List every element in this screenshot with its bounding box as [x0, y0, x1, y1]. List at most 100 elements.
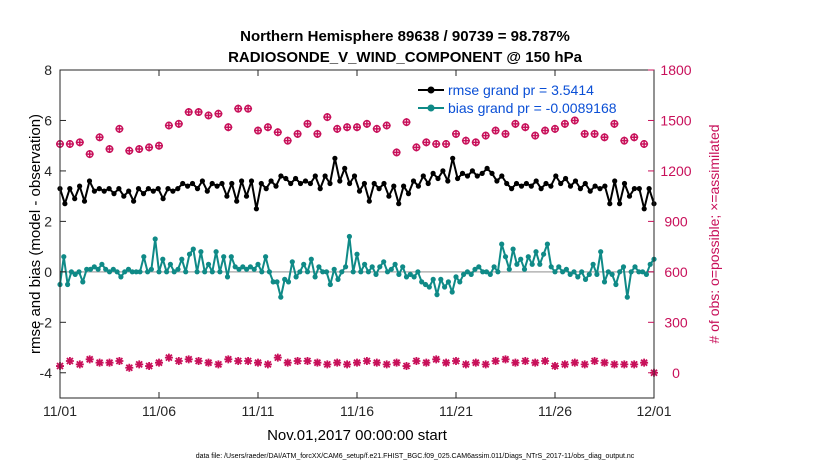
bias-point	[278, 294, 284, 300]
obs-possible-cross	[194, 108, 203, 117]
bias-point	[491, 264, 497, 270]
obs-assimilated-point	[392, 358, 401, 367]
obs-possible-point	[461, 136, 470, 145]
obs-possible-cross	[204, 111, 213, 120]
obs-assimilated-point	[580, 360, 589, 369]
bias-point	[335, 276, 341, 282]
bias-point	[480, 269, 486, 275]
obs-possible-cross	[452, 129, 460, 138]
bias-point	[186, 251, 193, 257]
rmse-point	[582, 180, 588, 187]
obs-possible-cross	[392, 148, 401, 157]
obs-possible-point	[254, 126, 262, 135]
bias-point	[316, 264, 322, 270]
obs-assimilated-point	[95, 358, 104, 367]
y-tick-label-right: 1800	[660, 62, 691, 78]
bias-point	[228, 254, 234, 260]
x-tick-label: 12/01	[636, 403, 671, 419]
chart-title-line1: Northern Hemisphere 89638 / 90739 = 98.7…	[240, 28, 570, 45]
obs-possible-point	[155, 141, 163, 150]
y-tick-label-right: 600	[664, 264, 688, 280]
rmse-point	[160, 196, 166, 202]
obs-possible-cross	[353, 123, 361, 132]
bias-point	[259, 269, 265, 275]
x-tick-label: 11/01	[43, 403, 77, 419]
rmse-point	[587, 188, 593, 194]
rmse-point	[592, 183, 598, 189]
bias-point	[377, 264, 383, 270]
rmse-point	[224, 193, 230, 199]
rmse-point	[469, 168, 475, 174]
obs-assimilated-point	[422, 358, 431, 367]
obs-possible-cross	[491, 126, 500, 135]
rmse-point	[528, 183, 534, 189]
legend-bias-label: bias grand pr = -0.0089168	[448, 100, 617, 116]
rmse-point	[607, 201, 613, 207]
rmse-point	[513, 180, 520, 187]
obs-assimilated-point	[293, 356, 302, 365]
obs-possible-cross	[234, 104, 243, 113]
bias-point	[609, 271, 615, 277]
bias-point	[61, 254, 67, 260]
chart-title-line2: RADIOSONDE_V_WIND_COMPONENT @ 150 hPa	[228, 49, 583, 66]
bias-point	[613, 281, 619, 288]
rmse-point	[631, 186, 638, 192]
legend-rmse-marker	[427, 86, 435, 94]
obs-assimilated-point	[343, 360, 352, 369]
rmse-point	[509, 186, 515, 192]
bias-point	[643, 271, 650, 277]
bias-point	[541, 251, 547, 257]
bias-point	[266, 269, 272, 275]
bias-point	[510, 246, 516, 252]
rmse-point	[293, 175, 299, 182]
rmse-point	[234, 198, 240, 204]
obs-assimilated-point	[115, 356, 124, 365]
obs-possible-point	[452, 129, 460, 138]
rmse-point	[479, 170, 485, 176]
obs-possible-cross	[521, 123, 530, 132]
rmse-point	[445, 178, 451, 184]
y-tick-label-left: -2	[40, 314, 53, 330]
rmse-point	[175, 186, 181, 192]
bias-point	[426, 284, 432, 290]
obs-possible-cross	[244, 104, 253, 113]
obs-possible-cross	[442, 140, 451, 149]
obs-possible-cross	[95, 133, 104, 142]
rmse-point	[150, 188, 156, 194]
obs-possible-point	[214, 109, 223, 118]
bias-point	[582, 276, 589, 282]
obs-assimilated-point	[145, 362, 154, 371]
bias-point	[247, 264, 253, 270]
obs-assimilated-point	[204, 358, 213, 367]
rmse-point	[106, 186, 112, 192]
obs-assimilated-point	[382, 360, 391, 369]
rmse-point	[332, 155, 338, 161]
bias-point	[579, 269, 585, 275]
obs-possible-point	[333, 124, 342, 133]
rmse-point	[558, 180, 564, 187]
bias-point	[224, 274, 231, 280]
rmse-point	[425, 180, 431, 187]
obs-possible-point	[491, 126, 500, 135]
rmse-point	[96, 186, 102, 192]
rmse-point	[484, 165, 490, 171]
bias-point	[122, 269, 128, 275]
bias-point	[392, 261, 398, 267]
obs-possible-cross	[135, 145, 144, 154]
obs-possible-point	[422, 138, 431, 147]
obs-possible-point	[293, 129, 302, 138]
obs-assimilated-point	[214, 360, 223, 369]
bias-point	[502, 254, 509, 260]
obs-assimilated-point	[491, 356, 500, 365]
obs-possible-cross	[362, 119, 371, 128]
obs-possible-point	[95, 133, 104, 142]
bias-point	[91, 264, 97, 270]
bias-point	[590, 261, 596, 267]
obs-assimilated-point	[432, 355, 441, 364]
obs-assimilated-point	[531, 358, 540, 367]
bias-point	[521, 266, 528, 272]
obs-possible-point	[481, 131, 490, 140]
obs-assimilated-point	[511, 358, 520, 367]
x-tick-label: 11/21	[439, 403, 473, 419]
rmse-point	[111, 191, 117, 197]
